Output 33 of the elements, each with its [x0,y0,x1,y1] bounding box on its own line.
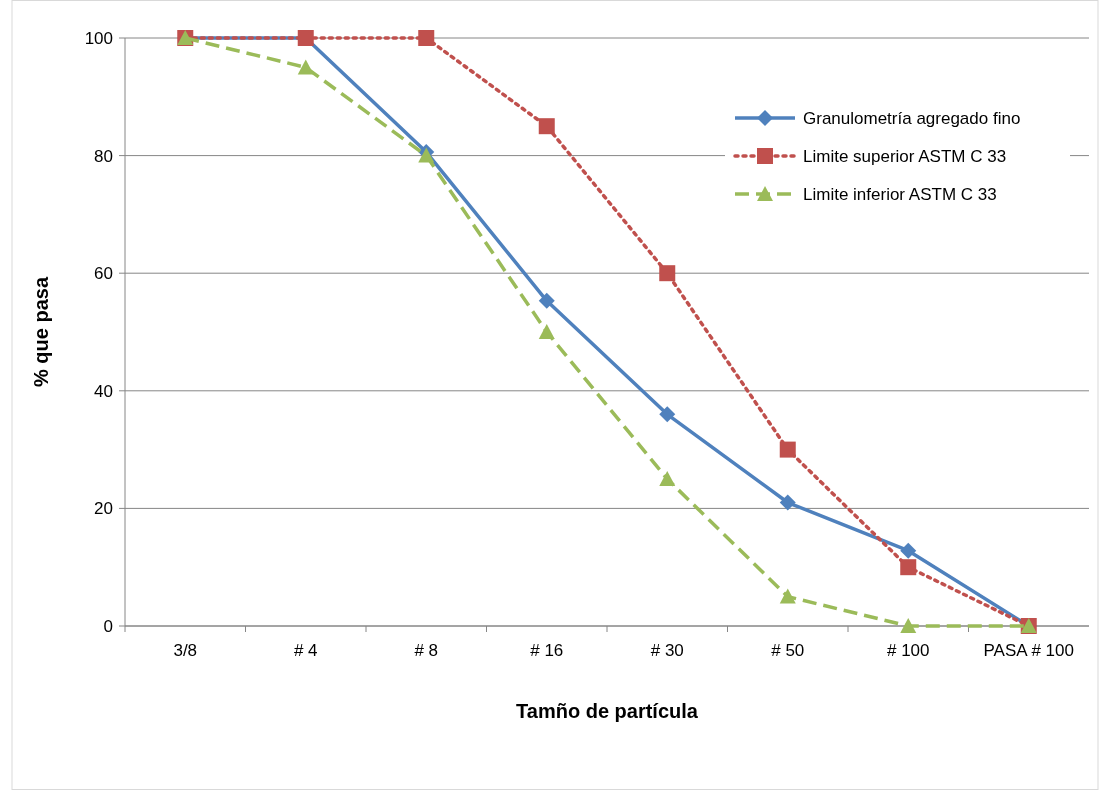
point [659,406,676,423]
point [900,542,917,559]
y-tick-label: 20 [94,499,113,519]
legend-label: Limite superior ASTM C 33 [803,146,1007,166]
legend-label: Granulometría agregado fino [803,108,1021,128]
y-tick-label: 100 [84,28,113,48]
point [659,265,676,282]
x-tick-label: # 16 [530,641,564,660]
y-tick-label: 0 [103,616,113,636]
y-tick-label: 40 [94,381,113,401]
point [297,59,314,75]
point [418,30,435,46]
legend-label: Limite inferior ASTM C 33 [803,184,997,204]
x-tick-label: # 50 [771,641,805,660]
point [659,471,676,486]
x-tick-label: # 100 [886,641,930,660]
y-tick-label: 60 [94,264,113,284]
x-tick-label: # 8 [414,641,439,660]
y-tick-label: 80 [94,146,113,166]
x-tick-label: # 4 [293,641,318,660]
point [538,118,555,135]
point [900,618,917,633]
x-tick-label: # 30 [650,641,684,660]
point [779,494,796,511]
x-tick-label: 3/8 [173,641,198,660]
point [538,292,555,309]
x-tick-label: PASA # 100 [983,641,1074,660]
point [779,441,796,458]
x-axis-title: Tamño de partícula [516,700,699,722]
point [779,588,796,604]
point [538,324,555,339]
point [900,559,917,576]
y-axis-title: % que pasa [30,276,52,388]
